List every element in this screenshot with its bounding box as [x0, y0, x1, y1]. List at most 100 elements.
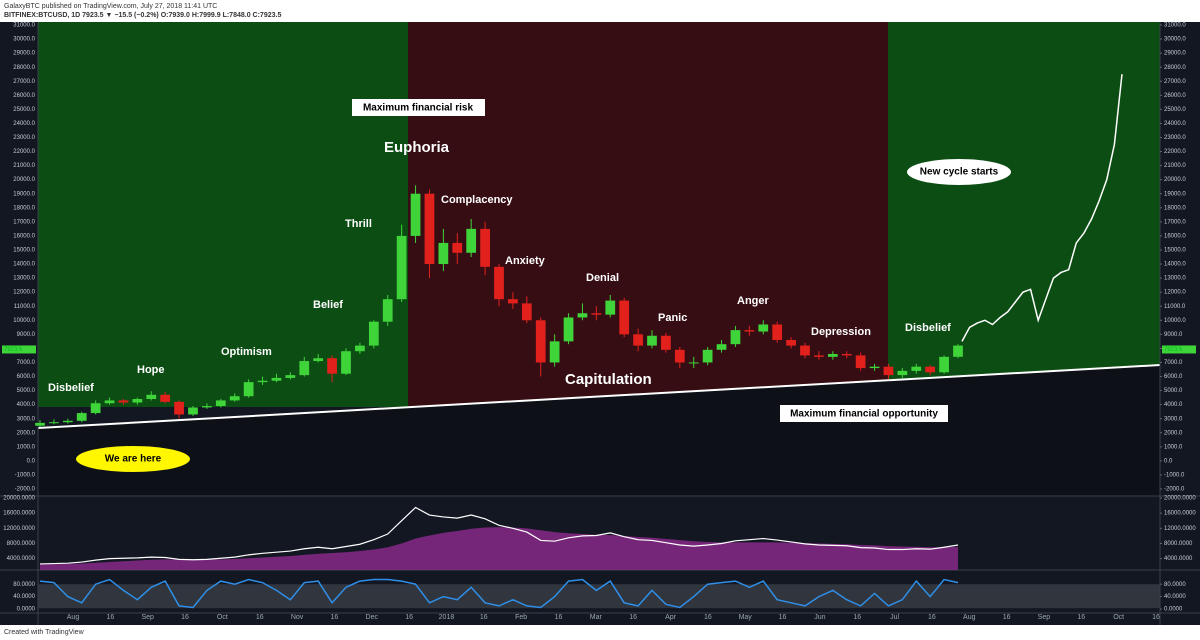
- candle-body: [271, 377, 282, 381]
- y-tick-label: 9000.0: [17, 332, 36, 338]
- y-tick-label: -1000.0: [1164, 473, 1185, 479]
- y-tick-label: 9000.0: [1164, 332, 1183, 338]
- callout: Maximum financial opportunity: [790, 409, 938, 420]
- annotation: Euphoria: [384, 139, 450, 156]
- y-tick-label: 8000.0000: [7, 541, 36, 547]
- y-tick-label: 26000.0: [1164, 93, 1186, 99]
- y-tick-label: 11000.0: [14, 304, 36, 310]
- candle-body: [452, 242, 463, 253]
- candle-body: [605, 300, 616, 315]
- candle-body: [299, 361, 310, 376]
- y-tick-label: 25000.0: [1164, 107, 1186, 113]
- y-tick-label: 12000.0: [1164, 290, 1186, 296]
- callout-box: [780, 405, 948, 422]
- header: GalaxyBTC published on TradingView.com, …: [4, 3, 217, 10]
- y-tick-label: 24000.0: [1164, 121, 1186, 127]
- x-tick-label: 16: [1003, 614, 1011, 621]
- candle-body: [716, 344, 727, 350]
- candle-body: [104, 400, 115, 404]
- annotation: Thrill: [345, 218, 372, 230]
- candle-body: [591, 313, 602, 315]
- y-tick-label: 21000.0: [1164, 163, 1186, 169]
- y-tick-label: 22000.0: [13, 149, 35, 155]
- callout: New cycle starts: [920, 167, 999, 178]
- candle-body: [883, 366, 894, 376]
- y-tick-label: 16000.0: [13, 233, 35, 239]
- y-tick-label: 20000.0: [13, 177, 35, 183]
- y-tick-label: 40.0000: [13, 594, 35, 600]
- x-tick-label: Nov: [291, 614, 304, 621]
- candle-body: [855, 355, 866, 369]
- price-tag: [1162, 345, 1196, 354]
- candle-body: [549, 341, 560, 363]
- candle-body: [62, 420, 73, 423]
- callout: Maximum financial risk: [363, 103, 473, 114]
- y-tick-label: 18000.0: [1164, 205, 1186, 211]
- candle-body: [243, 382, 254, 397]
- annotation: Depression: [811, 326, 871, 338]
- y-tick-label: 19000.0: [1164, 191, 1186, 197]
- candle-body: [619, 300, 630, 335]
- y-tick-label: 21000.0: [13, 163, 35, 169]
- projection-line: [961, 74, 1123, 342]
- y-tick-label: 2000.0: [17, 430, 36, 436]
- y-tick-label: -2000.0: [1164, 487, 1185, 493]
- candle-body: [174, 401, 184, 415]
- candle-body: [35, 422, 45, 426]
- candle-body: [146, 394, 157, 400]
- y-tick-label: 27000.0: [1164, 79, 1186, 85]
- annotation: Optimism: [221, 346, 272, 358]
- candle-body: [368, 321, 379, 346]
- annotation: Complacency: [441, 194, 513, 206]
- y-tick-label: 80.0000: [1164, 582, 1186, 588]
- y-tick-label: 28000.0: [13, 65, 35, 71]
- y-tick-label: 17000.0: [1164, 219, 1186, 225]
- y-tick-label: 26000.0: [13, 93, 35, 99]
- candle-body: [382, 299, 393, 322]
- y-tick-label: 6000.0: [1164, 374, 1183, 380]
- candle-body: [647, 335, 657, 346]
- y-tick-label: 25000.0: [13, 107, 35, 113]
- y-tick-label: 20000.0: [1164, 177, 1186, 183]
- x-tick-label: 16: [629, 614, 637, 621]
- candle-body: [355, 345, 365, 352]
- y-tick-label: 10000.0: [13, 318, 35, 324]
- y-tick-label: 10000.0: [1164, 318, 1186, 324]
- cycle-zone: [38, 22, 408, 407]
- candle-body: [897, 370, 908, 376]
- candle-body: [132, 399, 143, 403]
- x-tick-label: 16: [405, 614, 413, 621]
- x-tick-label: May: [739, 614, 753, 621]
- candle-body: [521, 303, 532, 321]
- x-tick-label: Sep: [1038, 614, 1051, 621]
- candle-body: [49, 422, 59, 424]
- y-tick-label: 12000.0000: [1164, 526, 1196, 532]
- y-tick-label: 19000.0: [13, 191, 35, 197]
- candle-body: [577, 313, 588, 318]
- candle-body: [341, 351, 351, 374]
- candle-body: [508, 299, 518, 304]
- y-tick-label: 1000.0: [17, 444, 36, 450]
- x-tick-label: Jun: [814, 614, 825, 621]
- candle-body: [786, 339, 796, 346]
- candle-body: [285, 375, 296, 378]
- y-tick-label: 80.0000: [13, 582, 35, 588]
- callout-box: [76, 446, 190, 472]
- y-tick-label: 23000.0: [1164, 135, 1186, 141]
- x-tick-label: 16: [1077, 614, 1085, 621]
- y-tick-label: 23000.0: [13, 135, 35, 141]
- candle-body: [674, 349, 685, 363]
- y-tick-label: 31000.0: [1164, 23, 1186, 29]
- candle-body: [633, 334, 643, 346]
- y-tick-label: 27000.0: [13, 79, 35, 85]
- candle-body: [758, 324, 769, 332]
- candle-body: [480, 228, 490, 267]
- y-tick-label: 15000.0: [1164, 248, 1186, 254]
- y-tick-label: 7000.0: [1164, 360, 1183, 366]
- y-tick-label: 12000.0: [13, 290, 35, 296]
- y-tick-label: 12000.0000: [3, 526, 35, 532]
- candle-body: [688, 362, 699, 364]
- trend-line: [37, 364, 1161, 429]
- y-tick-label: 4000.0000: [1164, 556, 1193, 562]
